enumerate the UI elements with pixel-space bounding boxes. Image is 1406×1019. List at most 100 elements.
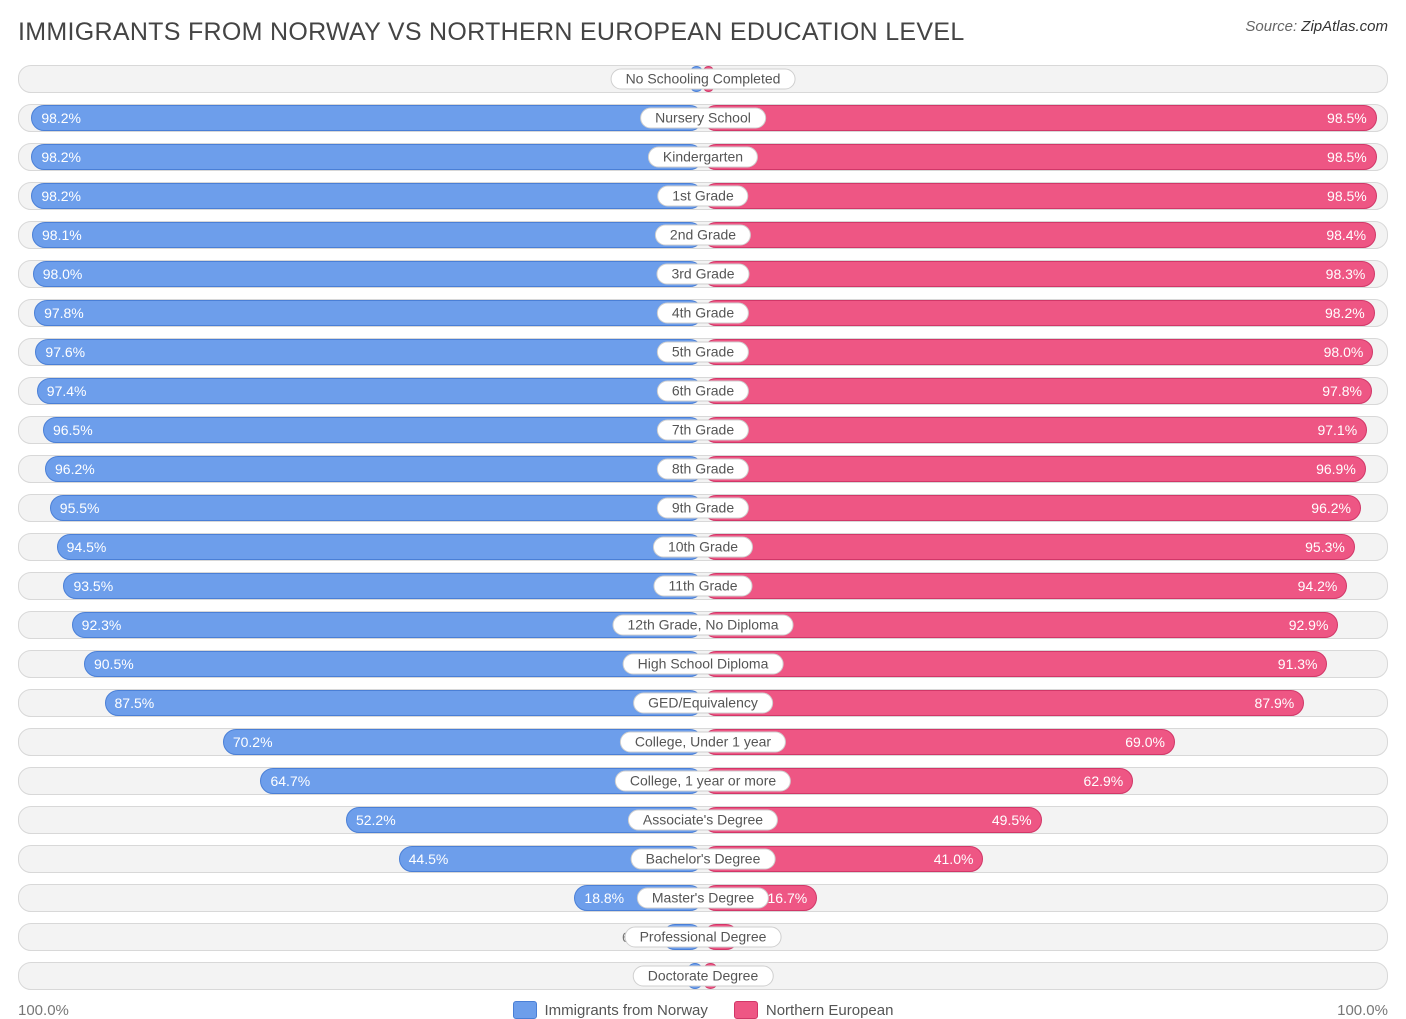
- value-label-left: 97.6%: [45, 339, 85, 365]
- category-pill: Kindergarten: [648, 147, 758, 168]
- chart-row: 18.8% 16.7%Master's Degree: [18, 884, 1388, 912]
- value-label-right: 98.5%: [1327, 105, 1367, 131]
- value-label-right: 49.5%: [992, 807, 1032, 833]
- chart-title: IMMIGRANTS FROM NORWAY VS NORTHERN EUROP…: [18, 18, 965, 47]
- chart-row: 97.6% 98.0% 5th Grade: [18, 338, 1388, 366]
- bar-right: [703, 300, 1375, 326]
- bar-left: [105, 690, 704, 716]
- category-pill: 10th Grade: [653, 537, 753, 558]
- category-pill: 9th Grade: [657, 498, 749, 519]
- category-pill: Associate's Degree: [628, 810, 778, 831]
- category-pill: 11th Grade: [653, 576, 752, 597]
- chart-row: 44.5%41.0%Bachelor's Degree: [18, 845, 1388, 873]
- value-label-left: 90.5%: [94, 651, 134, 677]
- bar-left: [43, 417, 703, 443]
- legend-label: Immigrants from Norway: [545, 1002, 708, 1019]
- value-label-right: 98.5%: [1327, 144, 1367, 170]
- value-label-left: 44.5%: [409, 846, 449, 872]
- legend-swatch-icon: [734, 1001, 758, 1019]
- value-label-left: 64.7%: [270, 768, 310, 794]
- category-pill: 4th Grade: [657, 303, 749, 324]
- bar-left: [37, 378, 703, 404]
- category-pill: College, Under 1 year: [620, 732, 786, 753]
- category-pill: Master's Degree: [637, 888, 769, 909]
- bar-left: [31, 105, 703, 131]
- value-label-right: 97.1%: [1317, 417, 1357, 443]
- bar-right: [703, 261, 1375, 287]
- chart-row: 52.2%49.5%Associate's Degree: [18, 806, 1388, 834]
- bar-right: [703, 144, 1377, 170]
- bar-right: [703, 651, 1327, 677]
- bar-left: [57, 534, 703, 560]
- value-label-left: 97.8%: [44, 300, 84, 326]
- chart-row: 90.5% 91.3% High School Diploma: [18, 650, 1388, 678]
- category-pill: Professional Degree: [625, 927, 782, 948]
- source-label: Source:: [1245, 18, 1297, 35]
- value-label-right: 91.3%: [1278, 651, 1318, 677]
- chart-source: Source: ZipAtlas.com: [1245, 18, 1388, 35]
- chart-row: 97.4%97.8%6th Grade: [18, 377, 1388, 405]
- value-label-left: 94.5%: [67, 534, 107, 560]
- bar-left: [33, 261, 703, 287]
- value-label-right: 98.3%: [1326, 261, 1366, 287]
- chart-row: 2.4%2.2%Doctorate Degree: [18, 962, 1388, 990]
- bar-right: [703, 612, 1338, 638]
- chart-row: 92.3%92.9%12th Grade, No Diploma: [18, 611, 1388, 639]
- value-label-left: 95.5%: [60, 495, 100, 521]
- bar-left: [31, 144, 703, 170]
- category-pill: High School Diploma: [623, 654, 784, 675]
- value-label-right: 98.0%: [1324, 339, 1364, 365]
- category-pill: 7th Grade: [657, 420, 749, 441]
- bar-left: [63, 573, 703, 599]
- value-label-left: 18.8%: [584, 885, 624, 911]
- category-pill: Doctorate Degree: [633, 966, 774, 987]
- value-label-left: 98.2%: [41, 183, 81, 209]
- chart-row: 96.5% 97.1% 7th Grade: [18, 416, 1388, 444]
- bar-left: [45, 456, 703, 482]
- value-label-left: 70.2%: [233, 729, 273, 755]
- value-label-left: 87.5%: [115, 690, 155, 716]
- axis-left-max: 100.0%: [18, 1002, 69, 1019]
- value-label-left: 98.2%: [41, 105, 81, 131]
- value-label-left: 96.5%: [53, 417, 93, 443]
- legend-label: Northern European: [766, 1002, 894, 1019]
- bar-left: [34, 300, 703, 326]
- value-label-left: 92.3%: [82, 612, 122, 638]
- legend: Immigrants from Norway Northern European: [513, 1001, 894, 1019]
- chart-row: 93.5%94.2%11th Grade: [18, 572, 1388, 600]
- bar-right: [703, 417, 1367, 443]
- value-label-right: 16.7%: [768, 885, 808, 911]
- chart-row: 98.2%98.5%Nursery School: [18, 104, 1388, 132]
- chart-row: 95.5%96.2%9th Grade: [18, 494, 1388, 522]
- chart-row: 96.2%96.9%8th Grade: [18, 455, 1388, 483]
- bar-right: [703, 105, 1377, 131]
- category-pill: No Schooling Completed: [611, 69, 796, 90]
- chart-row: 70.2%69.0%College, Under 1 year: [18, 728, 1388, 756]
- category-pill: College, 1 year or more: [615, 771, 791, 792]
- bar-right: [703, 534, 1355, 560]
- category-pill: 8th Grade: [657, 459, 749, 480]
- value-label-right: 95.3%: [1305, 534, 1345, 560]
- bar-left: [31, 183, 703, 209]
- value-label-left: 97.4%: [47, 378, 87, 404]
- category-pill: 1st Grade: [657, 186, 748, 207]
- bar-right: [703, 378, 1372, 404]
- value-label-left: 98.2%: [41, 144, 81, 170]
- bar-left: [32, 222, 703, 248]
- value-label-left: 98.1%: [42, 222, 82, 248]
- legend-item-left: Immigrants from Norway: [513, 1001, 708, 1019]
- category-pill: 5th Grade: [657, 342, 749, 363]
- bar-right: [703, 573, 1347, 599]
- bar-right: [703, 222, 1376, 248]
- chart-row: 98.0%98.3%3rd Grade: [18, 260, 1388, 288]
- chart-row: 1.9%1.6%No Schooling Completed: [18, 65, 1388, 93]
- chart-header: IMMIGRANTS FROM NORWAY VS NORTHERN EUROP…: [18, 18, 1388, 47]
- axis-right-max: 100.0%: [1337, 1002, 1388, 1019]
- legend-swatch-icon: [513, 1001, 537, 1019]
- value-label-left: 93.5%: [73, 573, 113, 599]
- category-pill: Bachelor's Degree: [631, 849, 776, 870]
- chart-row: 98.2% 98.5% Kindergarten: [18, 143, 1388, 171]
- chart-footer: 100.0% Immigrants from Norway Northern E…: [18, 1001, 1388, 1019]
- value-label-right: 98.2%: [1325, 300, 1365, 326]
- chart-row: 97.8% 98.2% 4th Grade: [18, 299, 1388, 327]
